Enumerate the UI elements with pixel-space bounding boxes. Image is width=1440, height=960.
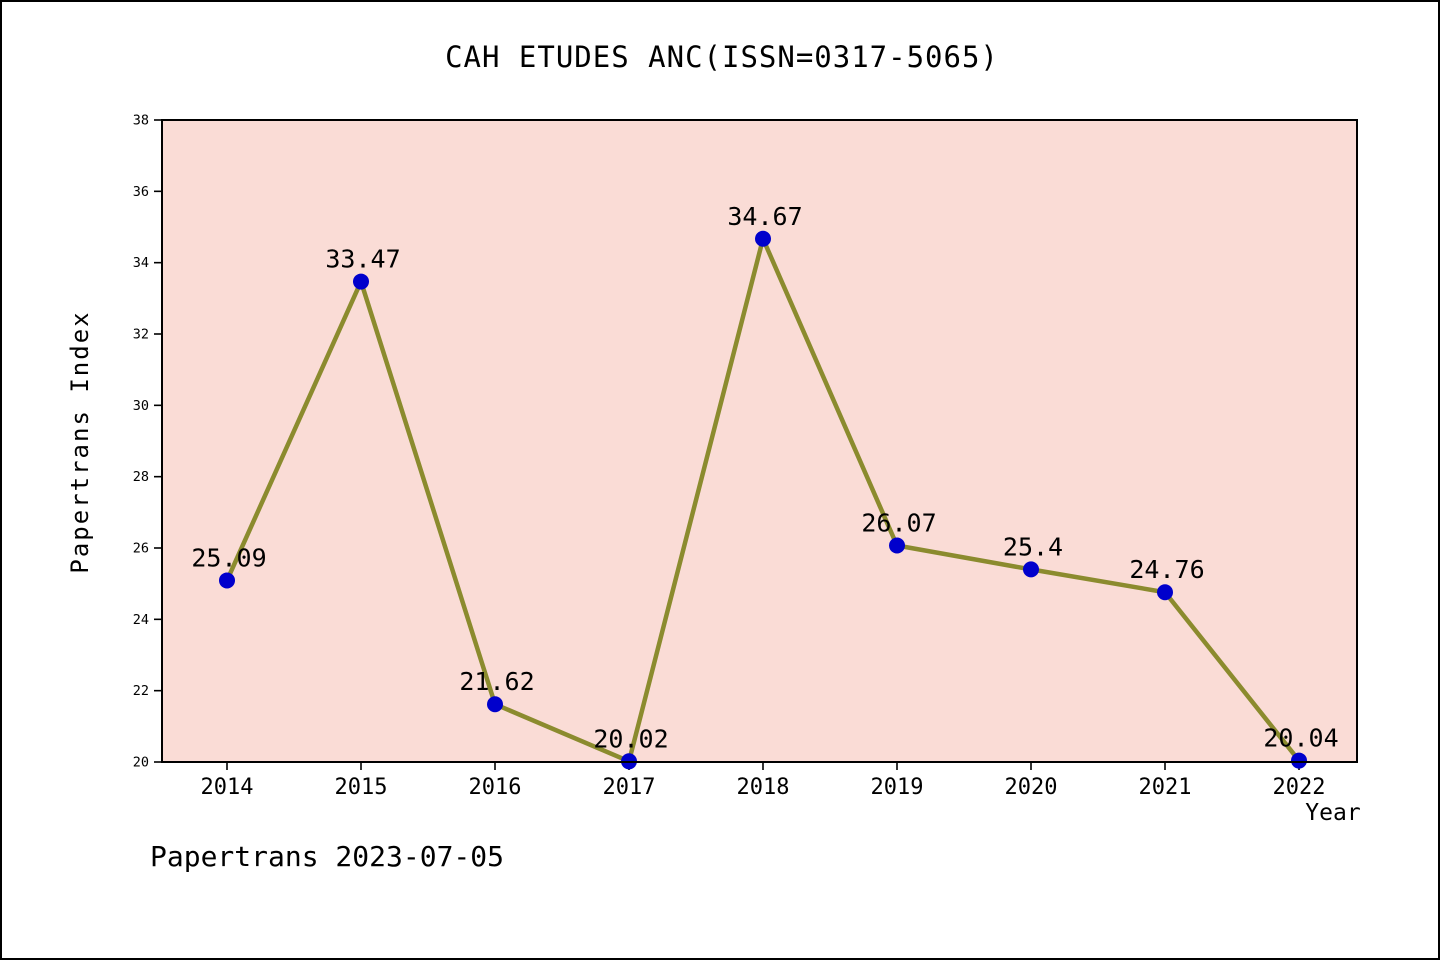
svg-text:2016: 2016 <box>469 775 522 800</box>
svg-text:26.07: 26.07 <box>861 509 936 538</box>
svg-text:38: 38 <box>133 113 149 129</box>
svg-text:2019: 2019 <box>871 775 924 800</box>
svg-text:20: 20 <box>133 755 149 771</box>
svg-text:32: 32 <box>133 327 149 343</box>
svg-text:33.47: 33.47 <box>325 245 400 274</box>
svg-text:2020: 2020 <box>1005 775 1058 800</box>
svg-text:20.02: 20.02 <box>593 724 668 753</box>
svg-text:25.09: 25.09 <box>191 543 266 572</box>
svg-text:21.62: 21.62 <box>459 667 534 696</box>
chart-title: CAH ETUDES ANC(ISSN=0317-5065) <box>445 40 999 74</box>
svg-text:34.67: 34.67 <box>727 202 802 231</box>
svg-text:2018: 2018 <box>737 775 790 800</box>
svg-text:2022: 2022 <box>1273 775 1326 800</box>
svg-text:26: 26 <box>133 541 149 557</box>
svg-text:2021: 2021 <box>1139 775 1192 800</box>
y-axis-label: Papertrans Index <box>66 310 94 574</box>
x-axis-label: Year <box>1305 800 1361 826</box>
svg-text:2014: 2014 <box>201 775 254 800</box>
svg-text:24: 24 <box>133 612 149 628</box>
svg-text:24.76: 24.76 <box>1129 555 1204 584</box>
svg-text:22: 22 <box>133 683 149 699</box>
svg-text:36: 36 <box>133 184 149 200</box>
svg-text:2017: 2017 <box>603 775 656 800</box>
svg-text:28: 28 <box>133 469 149 485</box>
svg-text:34: 34 <box>133 255 149 271</box>
svg-text:20.04: 20.04 <box>1263 724 1338 753</box>
svg-text:25.4: 25.4 <box>1003 532 1063 561</box>
svg-text:30: 30 <box>133 398 149 414</box>
footer-watermark: Papertrans 2023-07-05 <box>150 840 505 873</box>
svg-text:2015: 2015 <box>335 775 388 800</box>
